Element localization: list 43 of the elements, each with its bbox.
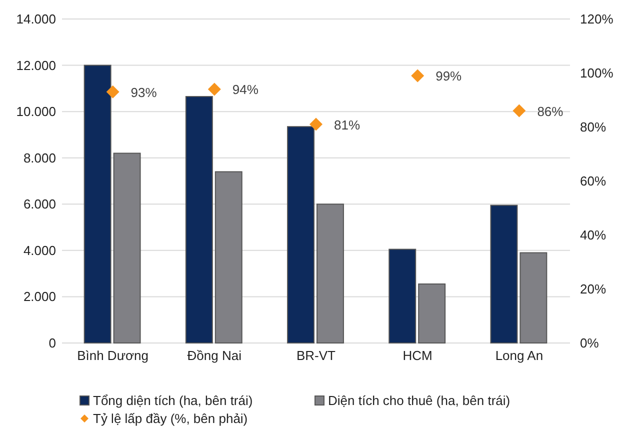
bar — [388, 248, 416, 344]
x-tick-label: HCM — [402, 348, 432, 363]
data-label: 93% — [130, 84, 158, 100]
x-tick-label: BR-VT — [296, 348, 336, 363]
legend-label: Tổng diện tích (ha, bên trái) — [93, 393, 253, 408]
y-tick-label: 14.000 — [16, 12, 56, 26]
point — [411, 69, 424, 82]
bar — [418, 283, 446, 344]
bar — [185, 96, 213, 344]
data-label: 94% — [232, 82, 259, 98]
x-tick-label: Đồng Nai — [187, 348, 242, 363]
y2-tick-label: 20% — [580, 282, 606, 296]
point — [106, 85, 120, 98]
data-label: 81% — [334, 117, 360, 132]
point — [208, 82, 221, 96]
bar — [287, 126, 314, 344]
y-tick-label: 2.000 — [23, 289, 56, 304]
y2-tick-label: 40% — [580, 228, 606, 242]
legend-label: Tỷ lệ lấp đầy (%, bên phải) — [93, 411, 248, 426]
data-label: 86% — [537, 104, 564, 119]
y-tick-label: 12.000 — [16, 58, 56, 73]
bar — [84, 64, 112, 344]
y2-tick-label: 60% — [580, 174, 606, 188]
bar — [214, 171, 242, 344]
point — [512, 104, 526, 118]
y-tick-label: 6.000 — [23, 196, 56, 212]
y-tick-label: 10.000 — [16, 104, 56, 120]
legend-label: Diện tích cho thuê (ha, bên trái) — [328, 393, 510, 408]
y2-tick-label: 80% — [580, 120, 606, 134]
y2-tick-label: 120% — [580, 12, 614, 26]
y-tick-label: 0 — [48, 336, 56, 350]
y2-tick-label: 0% — [580, 336, 600, 350]
y-tick-label: 8.000 — [23, 150, 56, 166]
y2-tick-label: 100% — [580, 66, 614, 80]
y-tick-label: 4.000 — [23, 242, 56, 258]
x-tick-label: Long An — [495, 348, 544, 363]
bar — [316, 204, 344, 344]
bar — [113, 152, 141, 344]
data-label: 99% — [436, 68, 462, 84]
x-tick-label: Bình Dương — [77, 348, 149, 363]
bar — [520, 252, 548, 344]
bar — [490, 204, 518, 344]
point — [310, 118, 322, 131]
